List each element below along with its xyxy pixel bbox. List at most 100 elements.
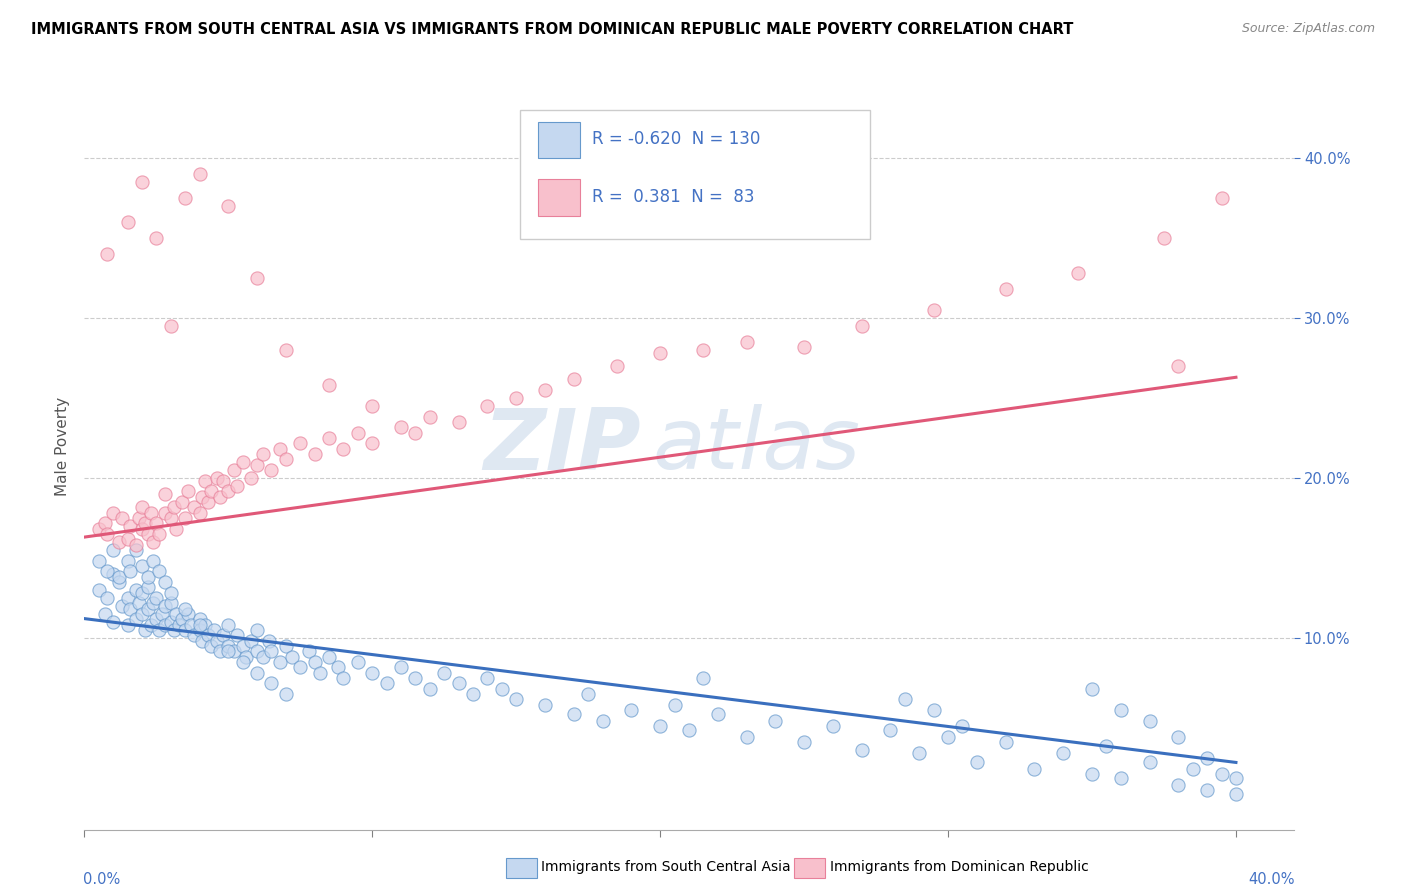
- Point: [477, 671, 499, 685]
- Point: [117, 215, 139, 229]
- Point: [169, 618, 191, 632]
- Point: [87, 554, 110, 568]
- Point: [1225, 772, 1247, 786]
- Point: [188, 618, 211, 632]
- Point: [197, 495, 219, 509]
- Point: [162, 500, 184, 514]
- Point: [246, 665, 269, 680]
- Point: [447, 675, 470, 690]
- Point: [290, 659, 312, 673]
- Point: [375, 675, 398, 690]
- Point: [162, 623, 184, 637]
- Point: [101, 566, 124, 581]
- Point: [226, 479, 249, 493]
- Text: ZIP: ZIP: [482, 404, 641, 488]
- Point: [347, 655, 370, 669]
- Point: [136, 580, 159, 594]
- Point: [246, 271, 269, 285]
- Point: [419, 410, 441, 425]
- Point: [211, 474, 233, 488]
- Point: [120, 602, 142, 616]
- Y-axis label: Male Poverty: Male Poverty: [55, 396, 70, 496]
- FancyBboxPatch shape: [538, 121, 581, 158]
- Point: [562, 707, 585, 722]
- Point: [177, 607, 200, 621]
- Point: [208, 490, 231, 504]
- Point: [1167, 359, 1189, 373]
- Point: [150, 607, 173, 621]
- Point: [936, 730, 959, 744]
- Point: [318, 378, 340, 392]
- Point: [664, 698, 686, 712]
- Point: [131, 607, 153, 621]
- Point: [139, 506, 162, 520]
- Point: [93, 516, 115, 530]
- Point: [101, 542, 124, 557]
- Point: [159, 596, 181, 610]
- Point: [217, 483, 239, 498]
- Point: [1167, 778, 1189, 792]
- Text: Immigrants from Dominican Republic: Immigrants from Dominican Republic: [830, 860, 1088, 874]
- Point: [142, 535, 165, 549]
- Point: [922, 703, 945, 717]
- Point: [650, 719, 672, 733]
- Point: [200, 483, 222, 498]
- Point: [200, 639, 222, 653]
- Point: [361, 399, 384, 413]
- Point: [1139, 714, 1161, 728]
- Point: [222, 643, 245, 657]
- Point: [562, 372, 585, 386]
- Point: [326, 659, 349, 673]
- Point: [145, 516, 167, 530]
- Point: [620, 703, 643, 717]
- FancyBboxPatch shape: [538, 179, 581, 216]
- Point: [96, 564, 118, 578]
- Point: [148, 564, 170, 578]
- Text: R =  0.381  N =  83: R = 0.381 N = 83: [592, 187, 755, 206]
- Point: [174, 602, 197, 616]
- Point: [821, 719, 844, 733]
- Point: [222, 463, 245, 477]
- Point: [142, 554, 165, 568]
- Point: [180, 618, 202, 632]
- Point: [191, 634, 214, 648]
- Point: [217, 639, 239, 653]
- Point: [1095, 739, 1118, 754]
- Point: [120, 519, 142, 533]
- Point: [117, 591, 139, 605]
- FancyBboxPatch shape: [520, 110, 870, 239]
- Point: [96, 527, 118, 541]
- Point: [246, 458, 269, 473]
- Point: [1153, 231, 1175, 245]
- Point: [280, 649, 302, 664]
- Point: [191, 490, 214, 504]
- Point: [205, 634, 228, 648]
- Point: [188, 623, 211, 637]
- Point: [217, 618, 239, 632]
- Point: [894, 691, 917, 706]
- Point: [87, 522, 110, 536]
- Point: [269, 442, 291, 457]
- Text: R = -0.620  N = 130: R = -0.620 N = 130: [592, 130, 761, 148]
- Point: [252, 447, 274, 461]
- Point: [332, 442, 354, 457]
- Text: Immigrants from South Central Asia: Immigrants from South Central Asia: [541, 860, 792, 874]
- Point: [274, 687, 297, 701]
- Point: [172, 612, 194, 626]
- Point: [1052, 746, 1074, 760]
- Point: [389, 420, 412, 434]
- Point: [125, 538, 148, 552]
- Point: [232, 639, 254, 653]
- Point: [851, 319, 873, 334]
- Point: [125, 612, 148, 626]
- Point: [111, 599, 134, 613]
- Point: [534, 383, 557, 397]
- Point: [148, 623, 170, 637]
- Point: [1066, 266, 1088, 280]
- Point: [159, 586, 181, 600]
- Point: [136, 527, 159, 541]
- Point: [188, 612, 211, 626]
- Point: [101, 506, 124, 520]
- Point: [735, 730, 758, 744]
- Point: [1197, 782, 1219, 797]
